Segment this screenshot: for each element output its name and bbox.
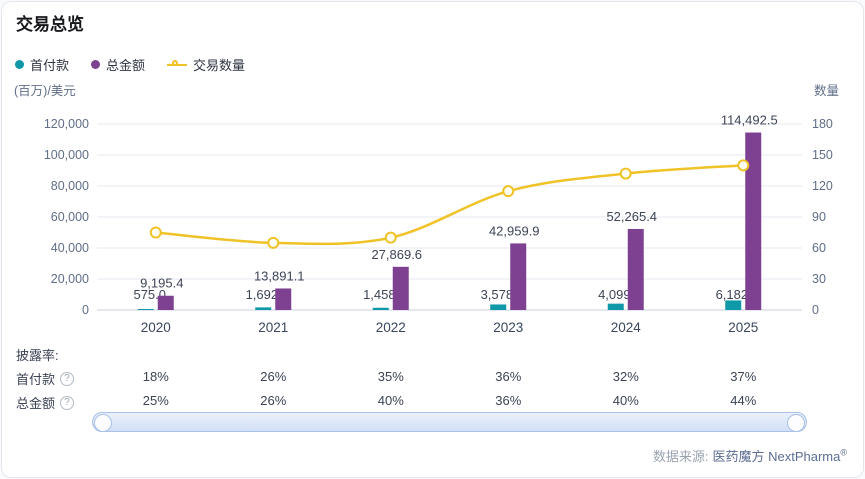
left-axis-unit: (百万)/美元	[14, 84, 76, 98]
disclosure-value: 40%	[612, 393, 639, 408]
disclosure-values: 25% 26% 40% 36% 40% 44%	[97, 393, 802, 408]
legend-label: 交易数量	[193, 58, 246, 73]
disclosure-value: 44%	[730, 393, 757, 408]
disclosure-value: 32%	[612, 369, 639, 384]
source-value: 医药魔方 NextPharma	[712, 449, 841, 464]
disclosure-value: 37%	[730, 369, 757, 384]
bar-total-amount-2022[interactable]	[392, 266, 409, 310]
x-axis-label-2020: 2020	[141, 320, 171, 335]
bar-downpayment-2020[interactable]	[137, 309, 154, 310]
disclosure-value: 36%	[495, 393, 522, 408]
deal-count-point-2025[interactable]	[737, 159, 750, 172]
y-axis-tick-left: 80,000	[51, 179, 89, 193]
legend-item-total-amount[interactable]: 总金额	[91, 55, 145, 74]
help-icon[interactable]: ?	[60, 371, 75, 386]
deal-count-point-2023[interactable]	[502, 185, 515, 198]
help-icon[interactable]: ?	[60, 395, 75, 410]
disclosure-row-label: 总金额 ?	[16, 393, 75, 412]
legend: 首付款 总金额 交易数量	[15, 55, 245, 74]
disclosure-row-downpayment: 首付款 ? 18% 26% 35% 36% 32% 37%	[2, 369, 863, 389]
total-amount-dot-icon	[91, 60, 101, 69]
bar-total-amount-2021[interactable]	[275, 288, 292, 310]
y-axis-tick-left: 40,000	[51, 241, 89, 255]
bar-value-label-total-amount: 9,195.4	[140, 276, 183, 291]
bar-downpayment-2021[interactable]	[255, 307, 272, 310]
deal-count-point-2022[interactable]	[384, 231, 397, 244]
bar-value-label-total-amount: 42,959.9	[489, 223, 540, 238]
bar-total-amount-2025[interactable]	[745, 132, 762, 310]
y-axis-tick-left: 60,000	[51, 210, 89, 224]
datazoom-slider[interactable]	[92, 412, 807, 432]
bar-value-label-total-amount: 27,869.6	[371, 247, 422, 262]
y-axis-tick-left: 100,000	[44, 148, 89, 162]
y-axis-tick-right: 90	[812, 210, 826, 224]
disclosure-value: 18%	[142, 369, 169, 384]
disclosure-value: 40%	[377, 393, 404, 408]
bar-value-label-total-amount: 13,891.1	[254, 268, 305, 283]
deal-count-line	[155, 164, 744, 246]
row-label-text: 总金额	[16, 396, 56, 411]
disclosure-row-total-amount: 总金额 ? 25% 26% 40% 36% 40% 44%	[2, 393, 863, 413]
bar-downpayment-2024[interactable]	[607, 303, 624, 310]
page-title: 交易总览	[16, 15, 84, 34]
bar-total-amount-2020[interactable]	[157, 295, 174, 310]
x-axis-label-2021: 2021	[258, 320, 288, 335]
deal-count-point-2021[interactable]	[267, 236, 280, 249]
y-axis-tick-left: 120,000	[44, 117, 89, 131]
y-axis-tick-left: 0	[82, 303, 89, 317]
y-axis-tick-left: 20,000	[51, 272, 89, 286]
x-axis-label-2024: 2024	[611, 320, 642, 335]
data-source: 数据来源: 医药魔方 NextPharma®	[653, 446, 847, 465]
deal-count-point-2024[interactable]	[619, 167, 632, 180]
bar-downpayment-2025[interactable]	[725, 300, 742, 310]
y-axis-tick-right: 30	[812, 272, 826, 286]
y-axis-tick-right: 180	[812, 117, 833, 131]
y-axis-tick-right: 0	[812, 303, 819, 317]
disclosure-value: 25%	[142, 393, 169, 408]
bar-downpayment-2023[interactable]	[490, 304, 507, 310]
disclosure-row-label: 首付款 ?	[16, 369, 75, 388]
y-axis-tick-right: 120	[812, 179, 833, 193]
y-axis-tick-right: 150	[812, 148, 833, 162]
disclosure-title: 披露率:	[16, 348, 59, 363]
legend-item-downpayment[interactable]: 首付款	[15, 55, 69, 74]
y-axis-tick-right: 60	[812, 241, 826, 255]
legend-item-deal-count[interactable]: 交易数量	[167, 55, 245, 74]
legend-label: 总金额	[106, 58, 146, 73]
bar-value-label-total-amount: 52,265.4	[606, 209, 657, 224]
bar-total-amount-2024[interactable]	[627, 228, 644, 310]
disclosure-value: 36%	[495, 369, 522, 384]
x-axis-label-2022: 2022	[376, 320, 406, 335]
bar-value-label-total-amount: 114,492.5	[721, 113, 778, 128]
registered-mark: ®	[840, 447, 847, 458]
deal-count-point-2020[interactable]	[149, 226, 162, 239]
bar-downpayment-2022[interactable]	[372, 307, 389, 310]
disclosure-value: 26%	[260, 393, 287, 408]
legend-label: 首付款	[30, 58, 70, 73]
bar-total-amount-2023[interactable]	[510, 243, 527, 310]
disclosure-value: 35%	[377, 369, 404, 384]
disclosure-value: 26%	[260, 369, 287, 384]
right-axis-unit: 数量	[814, 84, 840, 98]
x-axis-label-2025: 2025	[728, 320, 758, 335]
row-label-text: 首付款	[16, 372, 56, 387]
downpayment-dot-icon	[15, 60, 24, 69]
deal-count-line-icon	[167, 59, 188, 70]
disclosure-values: 18% 26% 35% 36% 32% 37%	[97, 369, 802, 384]
x-axis-label-2023: 2023	[493, 320, 523, 335]
source-label: 数据来源:	[652, 449, 709, 464]
